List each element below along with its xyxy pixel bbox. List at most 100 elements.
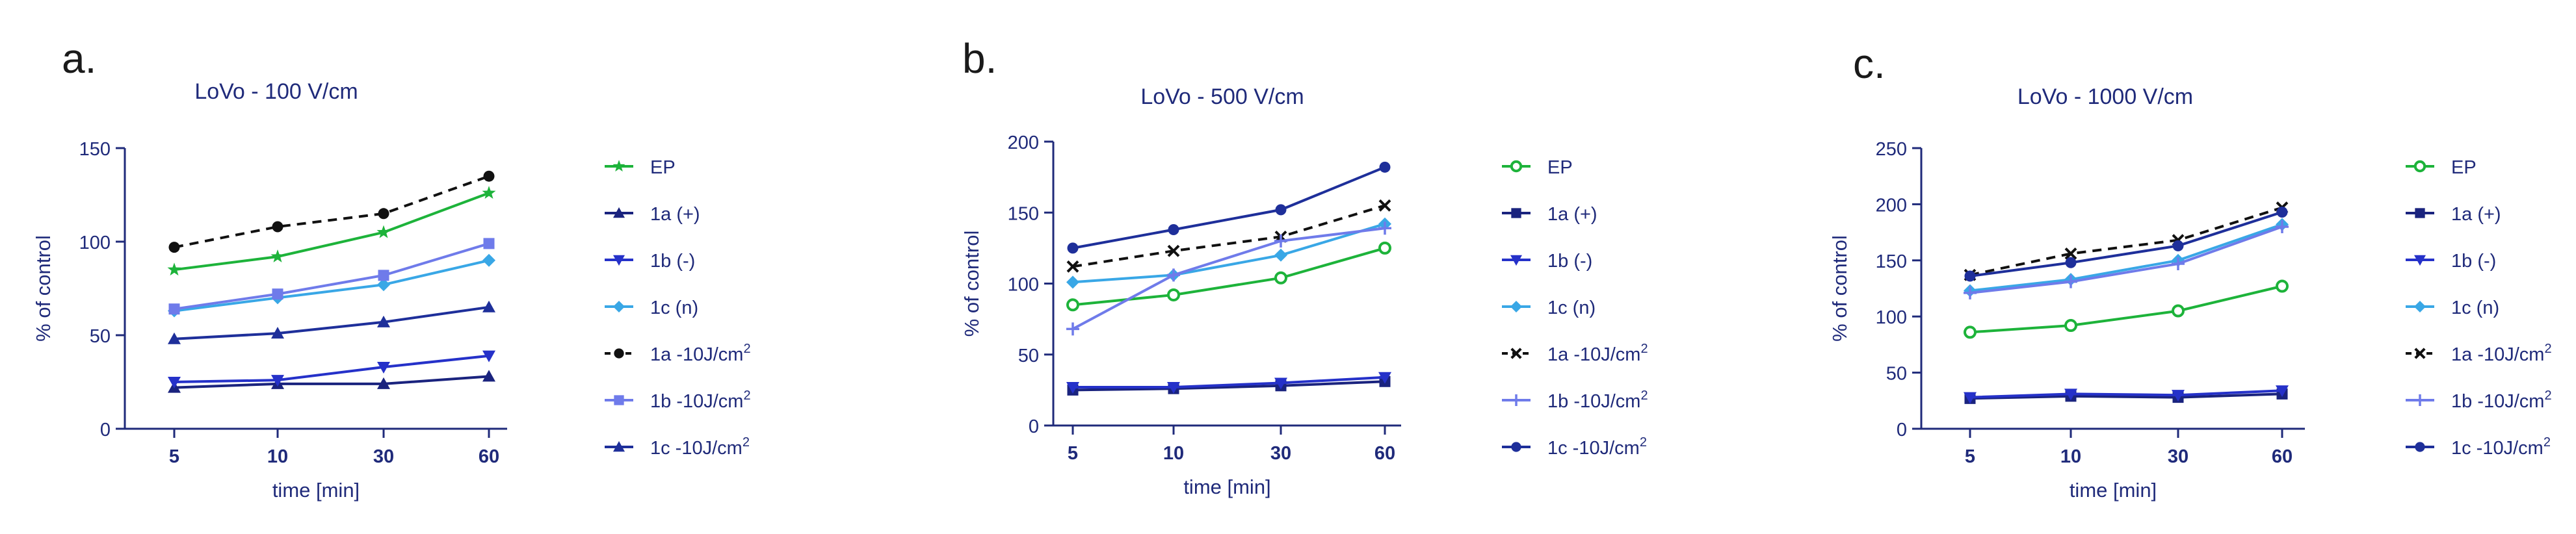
series-line — [1073, 375, 1386, 388]
legend-item: 1a -10J/cm2 — [1502, 342, 1648, 365]
legend-marker — [613, 207, 625, 218]
data-point — [1378, 222, 1391, 235]
legend-marker — [1510, 394, 1522, 406]
series-3 — [1964, 385, 2289, 404]
data-point — [2172, 304, 2185, 318]
data-point — [1378, 241, 1391, 255]
data-point — [2276, 385, 2289, 398]
legend-item: EP — [1502, 157, 1573, 178]
y-tick-label: 100 — [79, 233, 111, 253]
x-tick-label: 5 — [169, 446, 179, 467]
data-point — [378, 208, 389, 220]
series-3 — [168, 350, 495, 388]
x-tick-label: 10 — [1163, 443, 1184, 464]
series-line — [174, 259, 490, 312]
y-axis-label: % of control — [32, 235, 55, 342]
data-point — [168, 303, 180, 315]
data-point — [482, 253, 495, 267]
y-tick-label: 50 — [1018, 346, 1039, 366]
x-tick-label: 5 — [1965, 446, 1975, 467]
legend-item: EP — [605, 157, 676, 178]
legend-label: 1b -10J/cm2 — [650, 388, 751, 412]
data-point — [482, 186, 496, 199]
data-point — [2064, 248, 2077, 260]
data-point — [1378, 199, 1391, 212]
x-tick-label: 30 — [1270, 443, 1291, 464]
data-point — [2172, 390, 2185, 402]
x-tick-label: 30 — [2168, 446, 2188, 467]
legend-marker — [1510, 160, 1523, 173]
data-point — [1168, 223, 1179, 235]
legend-label: 1c (n) — [650, 298, 698, 318]
legend-label: EP — [2451, 157, 2477, 178]
y-tick-label: 150 — [1008, 203, 1039, 224]
data-point — [482, 370, 495, 382]
series-line — [1072, 246, 1386, 307]
legend-marker — [1511, 442, 1521, 452]
data-point — [1067, 242, 1079, 254]
data-point — [1378, 372, 1391, 384]
legend-item: 1a -10J/cm2 — [2406, 342, 2552, 365]
legend-label: 1c -10J/cm2 — [650, 435, 750, 459]
legend-item: EP — [2406, 157, 2477, 178]
x-tick-label: 10 — [2060, 446, 2081, 467]
legend-item: 1c (n) — [2406, 298, 2499, 318]
legend-item: 1b (-) — [1502, 251, 1592, 272]
data-point — [377, 361, 390, 374]
chart-title: LoVo - 500 V/cm — [1140, 84, 1304, 109]
series-line — [1969, 225, 2283, 294]
series-1 — [1964, 279, 2289, 339]
series-line — [1969, 210, 2283, 277]
panel-label: b. — [962, 35, 997, 82]
chart-panel-3: c. LoVo - 1000 V/cm 0 50 100 150 200 250 5 10 30 60… — [1828, 40, 2552, 502]
data-point — [1066, 382, 1079, 394]
chart-title: LoVo - 100 V/cm — [194, 79, 358, 104]
legend-item: 1c -10J/cm2 — [605, 435, 750, 459]
series-line — [1969, 223, 2283, 292]
series-line — [174, 192, 490, 272]
data-point — [1066, 260, 1079, 273]
legend-marker — [1510, 301, 1522, 312]
x-axis-label: time [min] — [272, 479, 360, 502]
data-point — [1274, 377, 1287, 390]
series-6 — [1066, 222, 1391, 336]
legend-item: 1b -10J/cm2 — [1502, 388, 1648, 412]
data-point — [377, 278, 390, 292]
data-point — [483, 238, 495, 249]
x-tick-label: 30 — [373, 446, 394, 467]
series-line — [174, 242, 490, 311]
chart-panel-2: b. LoVo - 500 V/cm 0 50 100 150 200 5 10 30 60 time… — [960, 35, 1648, 498]
series-line — [1072, 204, 1386, 268]
data-point — [1167, 244, 1180, 257]
x-tick-label: 60 — [479, 446, 499, 467]
legend-item: 1c (n) — [605, 298, 698, 318]
legend-item: 1c (n) — [1502, 298, 1596, 318]
data-point — [483, 170, 495, 182]
x-tick-label: 5 — [1068, 443, 1078, 464]
data-point — [270, 249, 285, 262]
data-point — [1167, 382, 1180, 394]
data-point — [2064, 319, 2077, 333]
data-point — [1066, 298, 1079, 312]
legend-item: 1a (+) — [1502, 204, 1597, 225]
legend-item: 1b (-) — [2406, 251, 2496, 272]
y-tick-label: 250 — [1876, 139, 1907, 160]
series-line — [1969, 389, 2283, 399]
series-line — [1969, 392, 2283, 400]
series-line — [1072, 380, 1386, 392]
legend-marker — [2414, 348, 2426, 359]
legend-marker — [613, 255, 625, 266]
legend-item: 1b (-) — [605, 251, 695, 272]
legend-label: 1a (+) — [1547, 204, 1597, 225]
legend-marker — [2415, 208, 2425, 218]
series-line — [174, 305, 490, 340]
legend: EP 1a (+) 1b (-) 1c (n) 1a -10J/cm2 1b -10J/c… — [605, 157, 751, 459]
data-point — [1964, 270, 1976, 282]
legend-label: 1b -10J/cm2 — [2451, 388, 2552, 412]
y-tick-label: 200 — [1876, 195, 1907, 216]
y-tick-label: 150 — [1876, 251, 1907, 272]
legend-item: 1a (+) — [2406, 204, 2501, 225]
y-tick-label: 50 — [1886, 364, 1907, 385]
legend-marker — [613, 441, 625, 452]
y-tick-label: 0 — [1897, 420, 1907, 440]
